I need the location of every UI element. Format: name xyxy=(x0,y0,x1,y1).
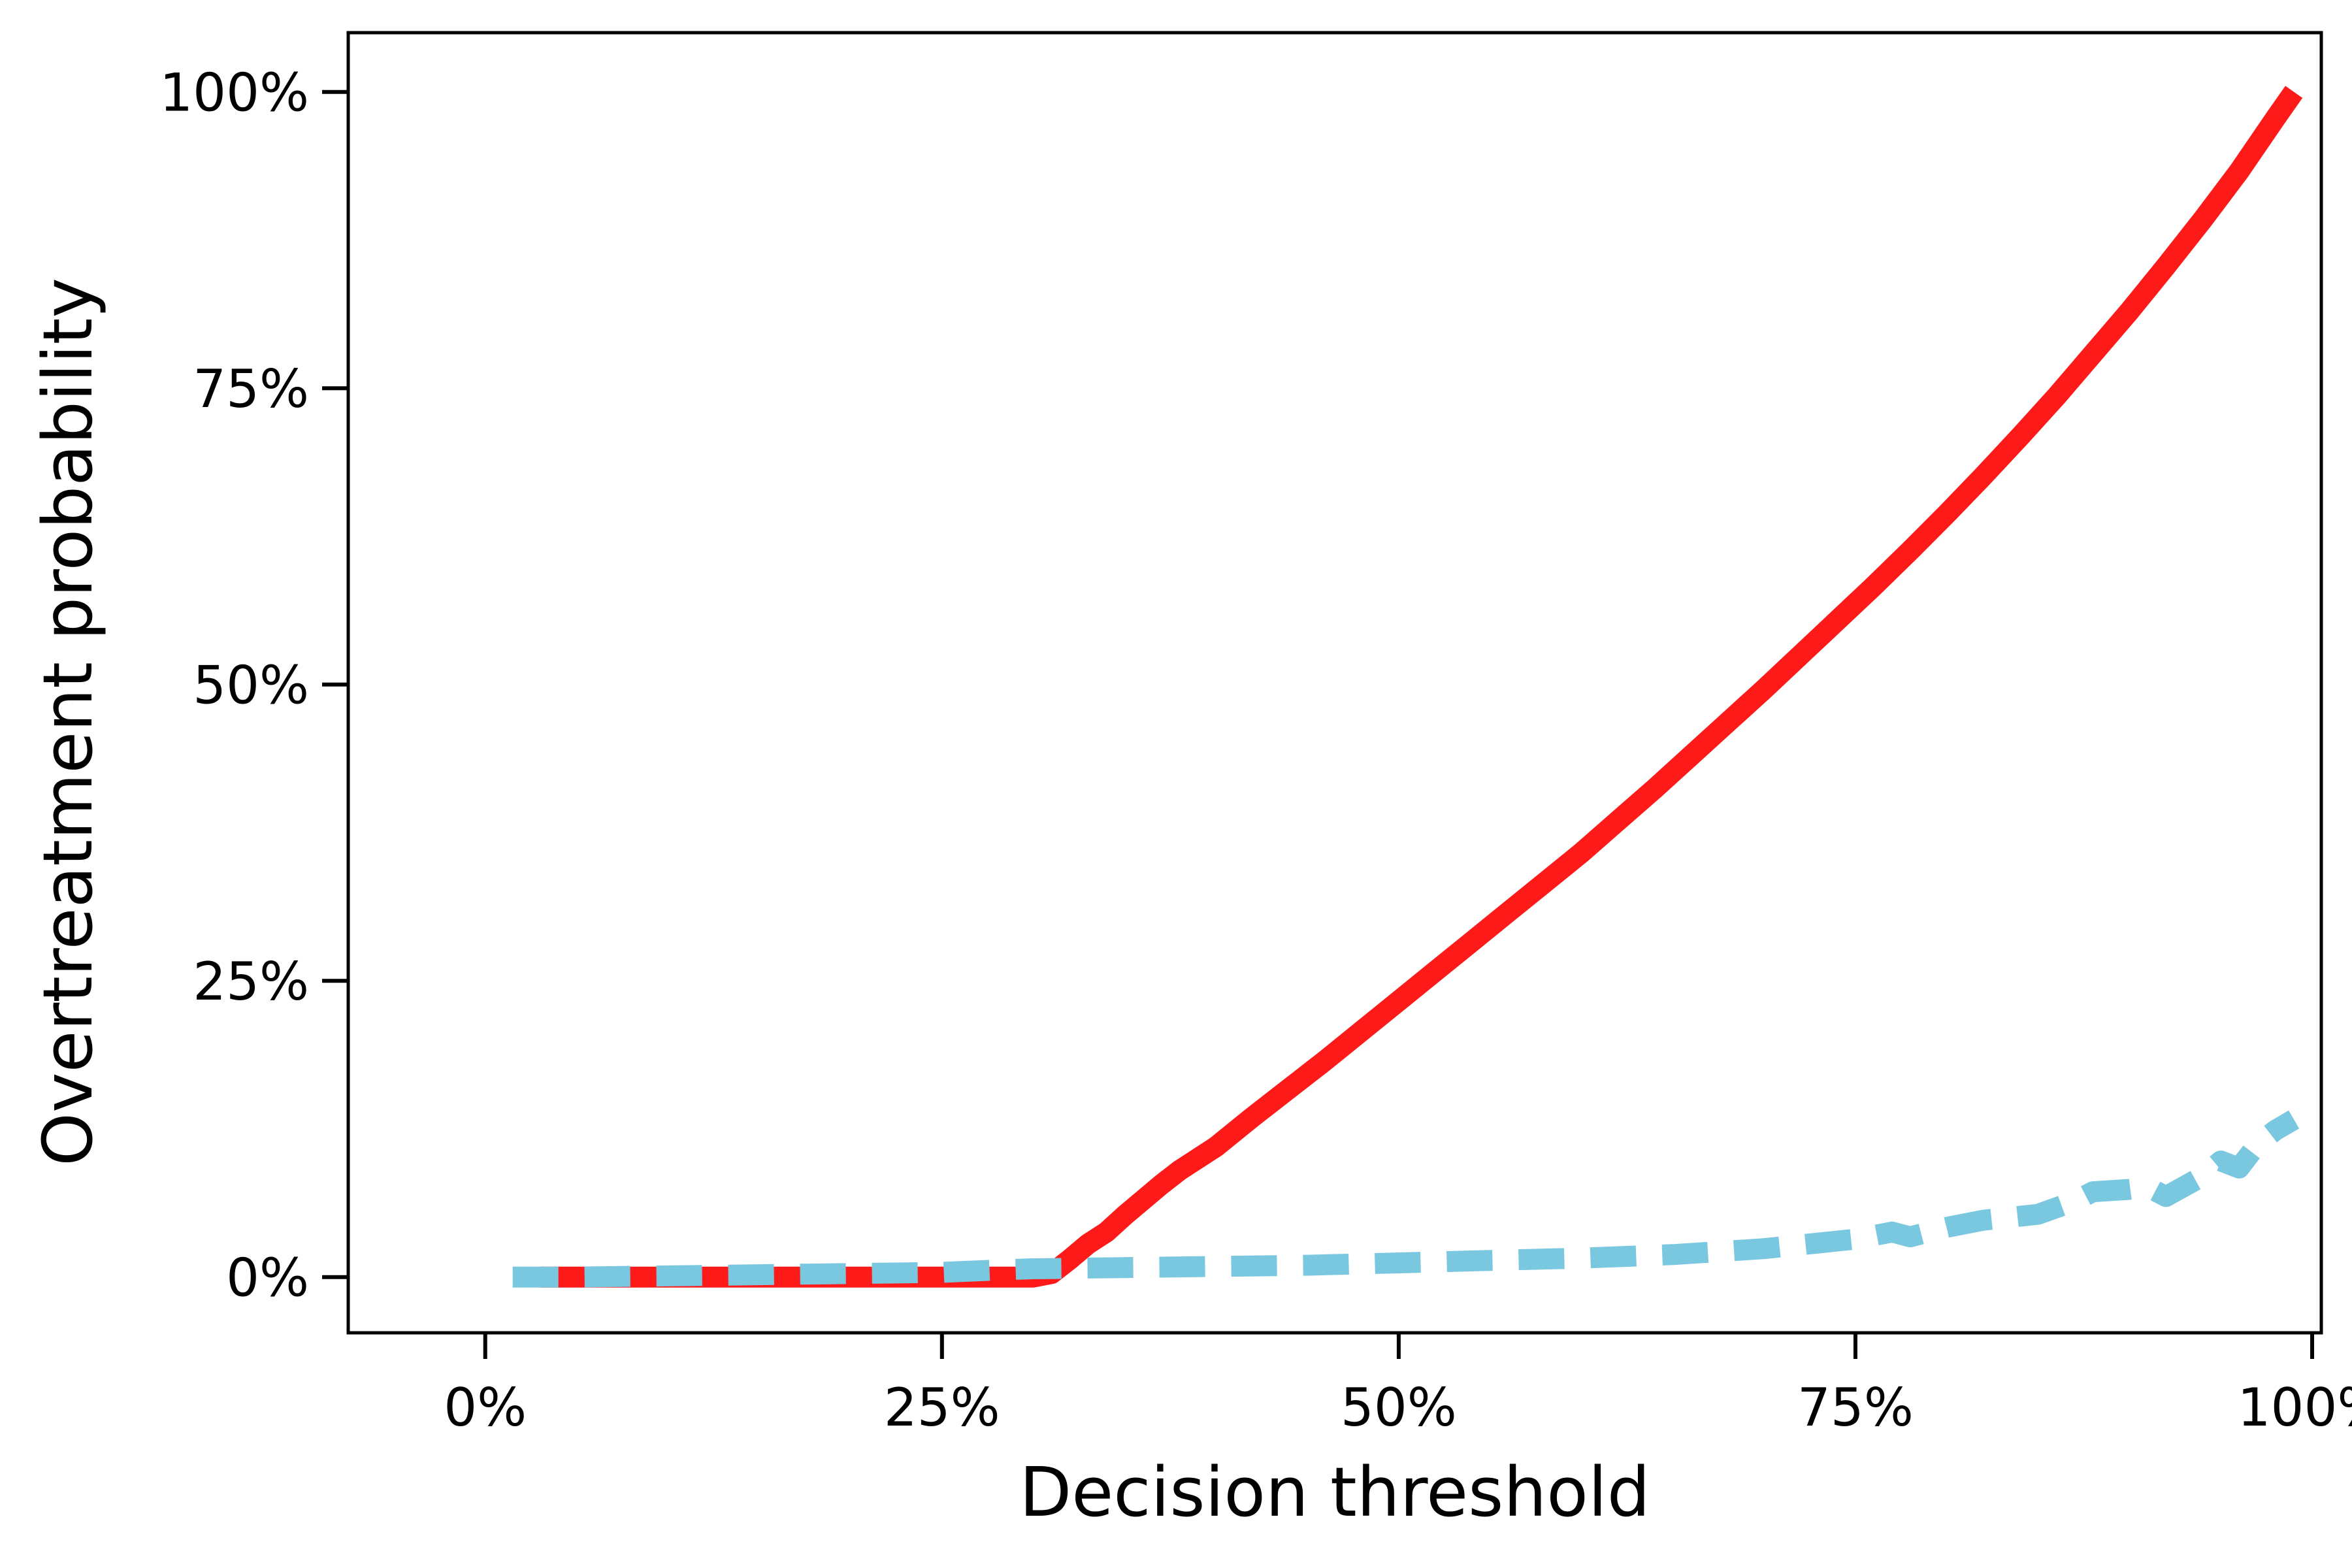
y-tick-label: 25% xyxy=(193,951,309,1012)
x-tick-label: 0% xyxy=(444,1377,527,1438)
y-tick-label: 75% xyxy=(193,359,309,419)
x-tick-label: 25% xyxy=(884,1377,1000,1438)
series-line-2 xyxy=(512,1110,2300,1288)
y-tick-label: 0% xyxy=(226,1248,309,1309)
x-tick-label: 100% xyxy=(2238,1377,2352,1438)
x-tick-label: 75% xyxy=(1797,1377,1914,1438)
x-axis-label: Decision threshold xyxy=(1019,1452,1650,1532)
x-axis: 0% 25% 50% 75% 100% xyxy=(444,1333,2352,1438)
series-layer xyxy=(512,86,2303,1288)
x-tick-label: 50% xyxy=(1341,1377,1457,1438)
y-tick-label: 50% xyxy=(193,655,309,716)
y-axis: 0% 25% 50% 75% 100% xyxy=(159,63,348,1309)
y-tick-label: 100% xyxy=(159,63,309,123)
y-axis-label: Overtreatment probability xyxy=(28,278,108,1166)
